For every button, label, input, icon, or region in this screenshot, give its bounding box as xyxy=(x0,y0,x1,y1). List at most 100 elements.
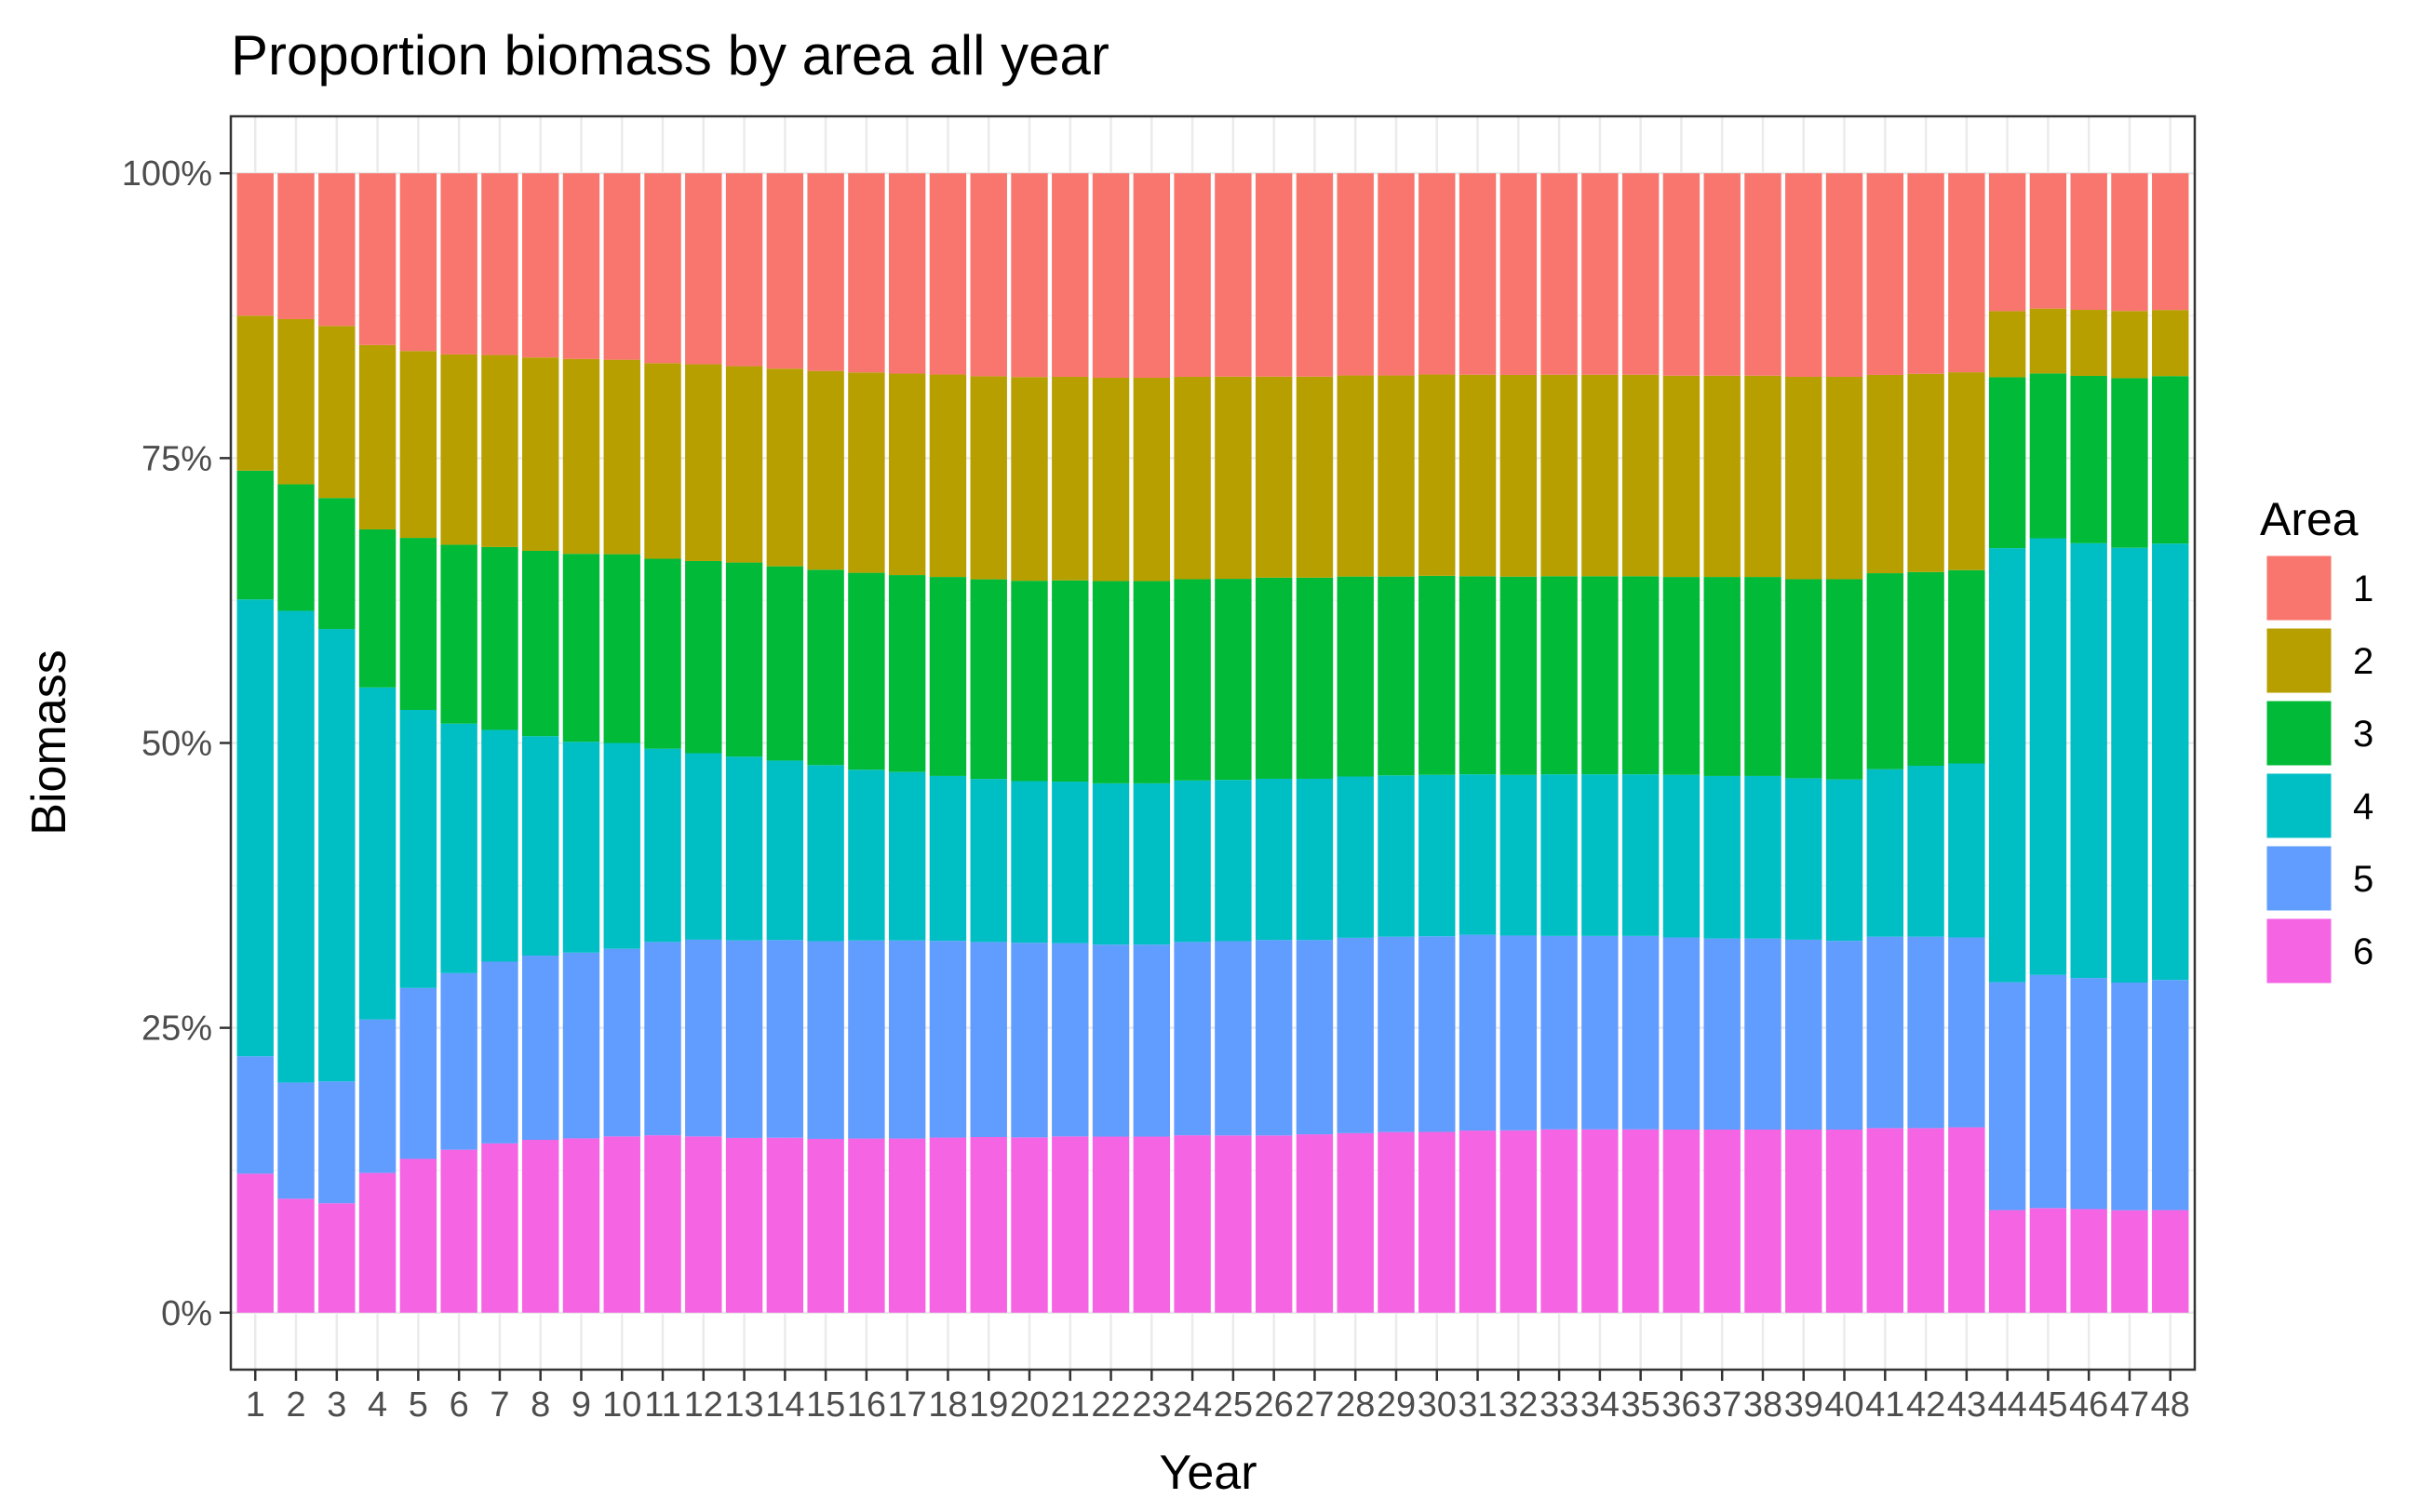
bar-year-3-area-6 xyxy=(318,1203,356,1313)
x-tick-label: 3 xyxy=(327,1385,346,1425)
x-tick-label: 23 xyxy=(1132,1385,1171,1425)
bar-year-3-area-5 xyxy=(318,1081,356,1204)
x-tick-label: 14 xyxy=(765,1385,804,1425)
bar-year-29-area-3 xyxy=(1378,576,1415,776)
bar-year-19-area-1 xyxy=(970,173,1007,377)
bar-year-23-area-2 xyxy=(1133,377,1171,582)
bar-year-6-area-6 xyxy=(440,1149,477,1313)
bar-year-10-area-6 xyxy=(603,1136,640,1313)
bar-year-21-area-1 xyxy=(1052,173,1089,377)
bar-year-40-area-6 xyxy=(1825,1130,1863,1313)
x-tick-label: 20 xyxy=(1010,1385,1049,1425)
bar-year-42-area-4 xyxy=(1907,765,1944,937)
bar-year-30-area-1 xyxy=(1418,173,1456,375)
x-tick-label: 48 xyxy=(2151,1385,2190,1425)
bar-year-32-area-5 xyxy=(1499,935,1538,1131)
bar-year-42-area-5 xyxy=(1907,936,1944,1129)
bar-year-42-area-1 xyxy=(1907,173,1944,374)
bar-year-45-area-2 xyxy=(2029,308,2067,374)
bar-year-21-area-4 xyxy=(1052,782,1089,943)
bar-year-36-area-3 xyxy=(1662,577,1701,775)
bar-year-30-area-3 xyxy=(1418,575,1456,775)
chart-title: Proportion biomass by area all year xyxy=(231,24,1109,87)
bar-year-31-area-5 xyxy=(1459,934,1497,1131)
bar-year-4-area-3 xyxy=(358,529,397,688)
bar-year-24-area-4 xyxy=(1174,780,1211,943)
legend-key-5 xyxy=(2264,843,2334,914)
bar-year-24-area-1 xyxy=(1174,173,1211,377)
y-tick-label: 100% xyxy=(122,154,212,194)
bar-year-22-area-2 xyxy=(1092,377,1130,582)
bar-year-10-area-1 xyxy=(603,173,640,360)
bar-year-42-area-3 xyxy=(1907,571,1944,766)
bar-year-21-area-6 xyxy=(1052,1136,1089,1313)
x-tick-label: 38 xyxy=(1743,1385,1782,1425)
bar-year-2-area-3 xyxy=(277,484,315,611)
bar-year-40-area-1 xyxy=(1825,173,1863,377)
bar-year-35-area-6 xyxy=(1621,1129,1660,1313)
x-tick-label: 12 xyxy=(684,1385,723,1425)
bar-year-15-area-6 xyxy=(807,1138,844,1313)
x-tick-label: 6 xyxy=(450,1385,469,1425)
bar-year-48-area-6 xyxy=(2152,1210,2189,1313)
bar-year-5-area-1 xyxy=(399,173,437,352)
y-tick-label: 0% xyxy=(161,1294,212,1333)
bar-year-41-area-1 xyxy=(1866,173,1904,375)
bar-year-18-area-5 xyxy=(929,941,967,1138)
bar-year-2-area-1 xyxy=(277,173,315,319)
bar-year-39-area-1 xyxy=(1785,173,1822,377)
bar-year-33-area-3 xyxy=(1540,576,1578,775)
bar-year-5-area-2 xyxy=(399,351,437,539)
bar-year-8-area-1 xyxy=(521,173,559,358)
bar-year-23-area-1 xyxy=(1133,173,1171,378)
x-tick-label: 42 xyxy=(1906,1385,1945,1425)
bar-year-40-area-5 xyxy=(1825,941,1863,1131)
bar-year-37-area-2 xyxy=(1703,375,1741,578)
x-tick-label: 32 xyxy=(1499,1385,1538,1425)
bar-year-34-area-1 xyxy=(1581,173,1619,375)
bar-year-18-area-1 xyxy=(929,173,967,375)
bar-year-11-area-4 xyxy=(644,748,681,943)
legend-label-1: 1 xyxy=(2353,569,2373,609)
bar-year-25-area-1 xyxy=(1215,173,1252,377)
bar-year-44-area-5 xyxy=(1988,982,2026,1211)
bar-year-48-area-1 xyxy=(2152,173,2189,311)
bar-year-28-area-5 xyxy=(1337,937,1374,1133)
bar-year-39-area-2 xyxy=(1785,376,1822,580)
bar-year-10-area-2 xyxy=(603,359,640,555)
bar-year-33-area-1 xyxy=(1540,173,1578,375)
bar-year-13-area-5 xyxy=(725,940,763,1138)
bar-year-30-area-2 xyxy=(1418,374,1456,576)
bar-year-36-area-5 xyxy=(1662,937,1701,1131)
bar-year-36-area-2 xyxy=(1662,375,1701,578)
bar-year-12-area-5 xyxy=(685,939,722,1137)
bar-year-36-area-6 xyxy=(1662,1130,1701,1313)
bar-year-31-area-6 xyxy=(1459,1131,1497,1313)
bar-year-16-area-1 xyxy=(848,173,885,373)
x-tick-label: 17 xyxy=(888,1385,927,1425)
x-tick-label: 37 xyxy=(1702,1385,1741,1425)
bar-year-14-area-2 xyxy=(766,368,804,567)
legend-label-6: 6 xyxy=(2353,931,2373,972)
bar-year-32-area-2 xyxy=(1499,374,1538,577)
x-tick-label: 31 xyxy=(1458,1385,1497,1425)
bar-year-44-area-6 xyxy=(1988,1210,2026,1313)
bar-year-18-area-3 xyxy=(929,577,967,776)
legend-title: Area xyxy=(2260,493,2359,545)
y-tick-label: 75% xyxy=(141,439,212,478)
bar-year-38-area-4 xyxy=(1744,775,1781,939)
bar-year-15-area-4 xyxy=(807,765,844,942)
bar-year-27-area-6 xyxy=(1296,1134,1334,1313)
bar-year-28-area-2 xyxy=(1337,375,1374,577)
bar-year-48-area-5 xyxy=(2152,980,2189,1211)
bar-year-46-area-5 xyxy=(2070,978,2107,1210)
bar-year-23-area-3 xyxy=(1133,581,1171,783)
bar-year-22-area-1 xyxy=(1092,173,1130,378)
bar-year-17-area-6 xyxy=(888,1138,926,1313)
bar-year-12-area-4 xyxy=(685,753,722,940)
bar-year-8-area-3 xyxy=(521,550,559,737)
bar-year-12-area-2 xyxy=(685,364,722,561)
x-tick-label: 41 xyxy=(1865,1385,1904,1425)
bar-year-21-area-5 xyxy=(1052,943,1089,1137)
bar-year-27-area-3 xyxy=(1296,577,1334,779)
